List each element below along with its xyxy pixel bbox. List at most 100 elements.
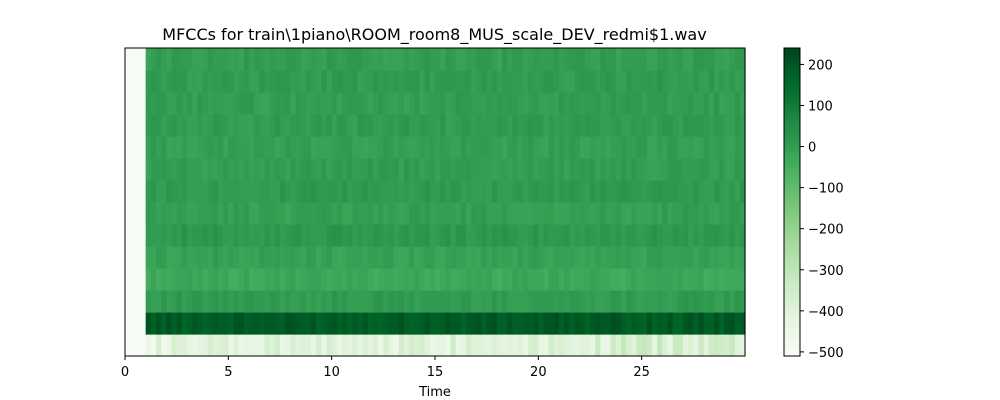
heatmap-cell <box>559 158 565 181</box>
heatmap-cell <box>393 224 400 247</box>
heatmap-cell <box>290 334 297 357</box>
heatmap-cell <box>393 290 400 313</box>
heatmap-cell <box>398 202 405 225</box>
heatmap-cell <box>538 114 545 137</box>
heatmap-cell <box>130 312 136 335</box>
heatmap-cell <box>466 48 472 71</box>
heatmap-cell <box>140 48 147 71</box>
heatmap-cell <box>243 158 250 181</box>
heatmap-cell <box>652 290 658 313</box>
heatmap-cell <box>373 70 379 93</box>
heatmap-cell <box>476 268 483 291</box>
heatmap-cell <box>450 224 457 247</box>
heatmap-cell <box>269 158 276 181</box>
heatmap-cell <box>615 224 622 247</box>
heatmap-cell <box>543 48 550 71</box>
heatmap-cell <box>569 92 576 115</box>
heatmap-cell <box>667 180 674 203</box>
heatmap-cell <box>130 158 136 181</box>
heatmap-cell <box>440 180 446 203</box>
heatmap-cell <box>734 224 741 247</box>
heatmap-cell <box>631 268 638 291</box>
heatmap-cell <box>383 334 390 357</box>
heatmap-cell <box>497 268 503 291</box>
heatmap-cell <box>533 92 539 115</box>
heatmap-cell <box>424 246 431 269</box>
heatmap-cell <box>166 312 173 335</box>
heatmap-cell <box>600 70 607 93</box>
heatmap-cell <box>481 180 488 203</box>
heatmap-cell <box>460 114 467 137</box>
heatmap-cell <box>600 202 607 225</box>
heatmap-cell <box>621 268 627 291</box>
heatmap-cell <box>311 224 317 247</box>
heatmap-cell <box>321 158 328 181</box>
heatmap-cell <box>579 268 586 291</box>
heatmap-cell <box>367 136 374 159</box>
heatmap-cell <box>176 70 183 93</box>
heatmap-cell <box>548 70 555 93</box>
heatmap-cell <box>145 48 152 71</box>
heatmap-cell <box>455 290 462 313</box>
heatmap-cell <box>383 92 390 115</box>
heatmap-cell <box>166 114 173 137</box>
heatmap-cell <box>595 224 601 247</box>
heatmap-cell <box>693 246 700 269</box>
heatmap-cell <box>512 158 519 181</box>
heatmap-cell <box>476 92 483 115</box>
heatmap-cell <box>285 268 291 291</box>
heatmap-cell <box>450 312 457 335</box>
heatmap-cell <box>569 202 576 225</box>
heatmap-cell <box>300 70 307 93</box>
heatmap-cell <box>269 180 276 203</box>
x-tick-label: 20 <box>530 365 547 380</box>
heatmap-cell <box>135 158 142 181</box>
heatmap-cell <box>636 268 643 291</box>
heatmap-cell <box>347 48 353 71</box>
heatmap-cell <box>460 334 467 357</box>
heatmap-cell <box>564 268 570 291</box>
heatmap-cell <box>316 224 322 247</box>
heatmap-cell <box>708 158 715 181</box>
heatmap-cell <box>419 224 426 247</box>
heatmap-cell <box>435 268 441 291</box>
heatmap-cell <box>305 158 312 181</box>
heatmap-cell <box>641 70 648 93</box>
heatmap-cell <box>574 70 581 93</box>
heatmap-cell <box>435 180 441 203</box>
heatmap-cell <box>414 114 421 137</box>
heatmap-cell <box>739 246 746 269</box>
heatmap-cell <box>595 180 601 203</box>
heatmap-cell <box>424 290 431 313</box>
heatmap-cell <box>331 70 338 93</box>
heatmap-cell <box>233 136 240 159</box>
heatmap-cell <box>424 92 431 115</box>
heatmap-cell <box>667 312 674 335</box>
heatmap-cell <box>481 136 488 159</box>
heatmap-cell <box>212 268 219 291</box>
heatmap-cell <box>429 114 436 137</box>
heatmap-cell <box>445 202 452 225</box>
heatmap-cell <box>522 334 529 357</box>
heatmap-cell <box>285 312 291 335</box>
heatmap-cell <box>135 92 142 115</box>
heatmap-cell <box>460 158 467 181</box>
heatmap-cell <box>708 114 715 137</box>
heatmap-cell <box>590 136 596 159</box>
heatmap-cell <box>677 136 684 159</box>
heatmap-cell <box>274 290 281 313</box>
heatmap-cell <box>528 334 534 357</box>
heatmap-cell <box>486 246 493 269</box>
heatmap-cell <box>150 224 157 247</box>
heatmap-cell <box>347 92 353 115</box>
heatmap-cell <box>476 334 483 357</box>
heatmap-cell <box>440 158 446 181</box>
heatmap-cell <box>290 158 297 181</box>
heatmap-cell <box>595 246 601 269</box>
heatmap-cell <box>388 92 395 115</box>
heatmap-cell <box>347 136 353 159</box>
heatmap-cell <box>290 202 297 225</box>
heatmap-cell <box>125 334 131 357</box>
heatmap-cell <box>249 158 255 181</box>
heatmap-cell <box>543 202 550 225</box>
